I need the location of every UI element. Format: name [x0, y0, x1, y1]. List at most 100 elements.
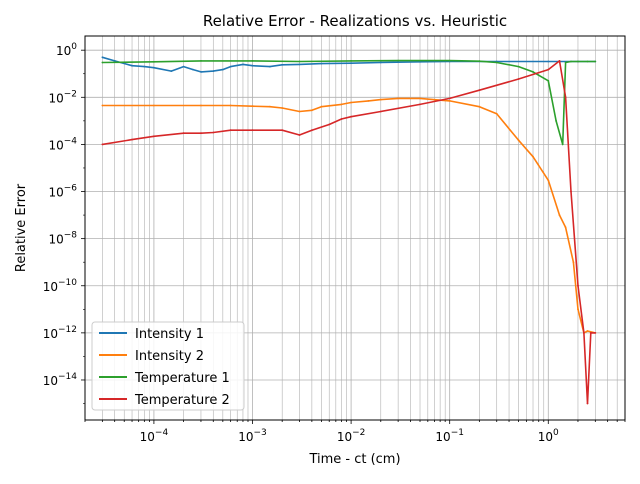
data-point-temperature-1: [101, 61, 104, 64]
data-point-intensity-2: [419, 97, 421, 100]
data-point-temperature-2: [564, 96, 567, 99]
data-point-temperature-1: [298, 60, 301, 63]
legend-label-intensity-1: Intensity 1: [135, 327, 204, 342]
data-point-temperature-2: [153, 135, 155, 138]
data-point-temperature-2: [577, 284, 579, 287]
data-point-intensity-1: [192, 68, 195, 71]
legend-label-temperature-1: Temperature 1: [134, 371, 230, 386]
data-point-intensity-2: [298, 110, 301, 113]
data-point-temperature-2: [101, 143, 104, 146]
data-point-intensity-2: [340, 103, 343, 106]
data-point-intensity-1: [320, 62, 323, 65]
data-point-temperature-1: [561, 143, 564, 146]
plot-frame: [84, 35, 626, 421]
data-point-intensity-2: [478, 105, 481, 108]
data-point-temperature-1: [555, 120, 557, 122]
x-axis-label: Time - ct (cm): [308, 452, 400, 467]
data-point-intensity-2: [281, 107, 284, 109]
data-point-temperature-2: [570, 190, 572, 193]
y-tick-label: 10−8: [48, 231, 77, 247]
data-point-temperature-1: [586, 60, 589, 63]
data-point-intensity-2: [517, 139, 520, 142]
legend-label-temperature-2: Temperature 2: [134, 393, 230, 408]
data-point-temperature-2: [586, 402, 589, 405]
data-point-intensity-2: [101, 104, 104, 107]
data-point-intensity-2: [532, 155, 534, 158]
data-point-temperature-2: [212, 131, 215, 134]
y-tick-label: 10−2: [48, 89, 77, 105]
data-point-intensity-1: [269, 65, 271, 68]
data-point-temperature-1: [564, 61, 567, 64]
data-point-temperature-1: [495, 61, 498, 64]
chart-title: Relative Error - Realizations vs. Heuris…: [203, 12, 507, 30]
axis-ticks: [81, 49, 626, 424]
data-point-intensity-1: [379, 61, 382, 64]
data-point-intensity-2: [367, 100, 370, 102]
data-point-temperature-2: [547, 68, 550, 71]
data-point-intensity-1: [143, 65, 146, 68]
data-point-temperature-1: [350, 60, 352, 62]
data-point-intensity-1: [113, 60, 116, 62]
data-point-temperature-1: [251, 60, 254, 62]
data-point-intensity-2: [311, 109, 313, 112]
y-tick-label: 10−14: [43, 372, 78, 388]
data-point-intensity-2: [572, 261, 575, 264]
data-point-temperature-1: [570, 60, 572, 63]
legend-box: [91, 321, 245, 411]
data-point-intensity-2: [200, 104, 202, 107]
data-point-temperature-2: [281, 129, 284, 132]
data-point-intensity-2: [586, 330, 589, 332]
data-point-temperature-2: [558, 60, 561, 62]
data-point-temperature-1: [153, 60, 155, 63]
y-tick-label: 10−10: [43, 278, 78, 294]
data-point-temperature-2: [478, 89, 481, 92]
data-point-intensity-2: [350, 101, 352, 104]
data-point-temperature-2: [594, 332, 597, 334]
data-point-intensity-2: [397, 97, 399, 100]
y-axis-label: Relative Error: [14, 183, 29, 272]
x-tick-label: 10−4: [140, 428, 169, 444]
data-point-intensity-2: [495, 112, 498, 115]
data-point-temperature-2: [298, 134, 301, 136]
data-point-temperature-2: [229, 129, 232, 132]
data-point-intensity-1: [281, 63, 284, 66]
data-point-intensity-1: [170, 70, 173, 72]
data-point-temperature-2: [419, 103, 421, 106]
data-point-temperature-1: [397, 59, 399, 62]
data-point-intensity-1: [182, 65, 185, 68]
x-tick-label: 10−2: [337, 428, 366, 444]
series-line-temperature-1: [102, 59, 596, 146]
data-point-temperature-1: [448, 59, 451, 62]
data-point-temperature-2: [448, 97, 451, 100]
data-point-intensity-2: [153, 104, 155, 107]
data-point-temperature-2: [517, 78, 520, 80]
data-point-intensity-1: [200, 71, 202, 73]
data-point-temperature-2: [200, 132, 202, 135]
data-point-temperature-2: [328, 123, 331, 126]
data-point-intensity-1: [547, 60, 550, 63]
data-point-temperature-2: [131, 138, 133, 141]
data-point-intensity-1: [101, 56, 104, 59]
legend: Intensity 1 Intensity 2 Temperature 1 Te…: [91, 321, 245, 411]
x-tick-label: 100: [538, 428, 559, 444]
series-line-temperature-2: [102, 60, 596, 405]
data-series: [101, 56, 597, 405]
data-point-intensity-2: [558, 214, 561, 217]
data-point-intensity-2: [251, 105, 254, 108]
data-point-temperature-2: [182, 132, 185, 135]
data-point-temperature-1: [200, 60, 202, 62]
series-line-intensity-1: [102, 56, 596, 73]
data-point-temperature-1: [532, 71, 534, 73]
data-point-intensity-2: [269, 105, 271, 108]
data-point-temperature-1: [478, 60, 481, 63]
data-point-intensity-2: [379, 98, 382, 101]
data-point-intensity-1: [221, 68, 224, 71]
data-point-intensity-1: [229, 65, 232, 68]
data-point-temperature-1: [577, 60, 579, 63]
data-point-intensity-2: [448, 100, 451, 102]
data-point-intensity-1: [212, 70, 215, 72]
data-point-intensity-2: [564, 226, 567, 229]
x-tick-label: 10−3: [238, 428, 267, 444]
